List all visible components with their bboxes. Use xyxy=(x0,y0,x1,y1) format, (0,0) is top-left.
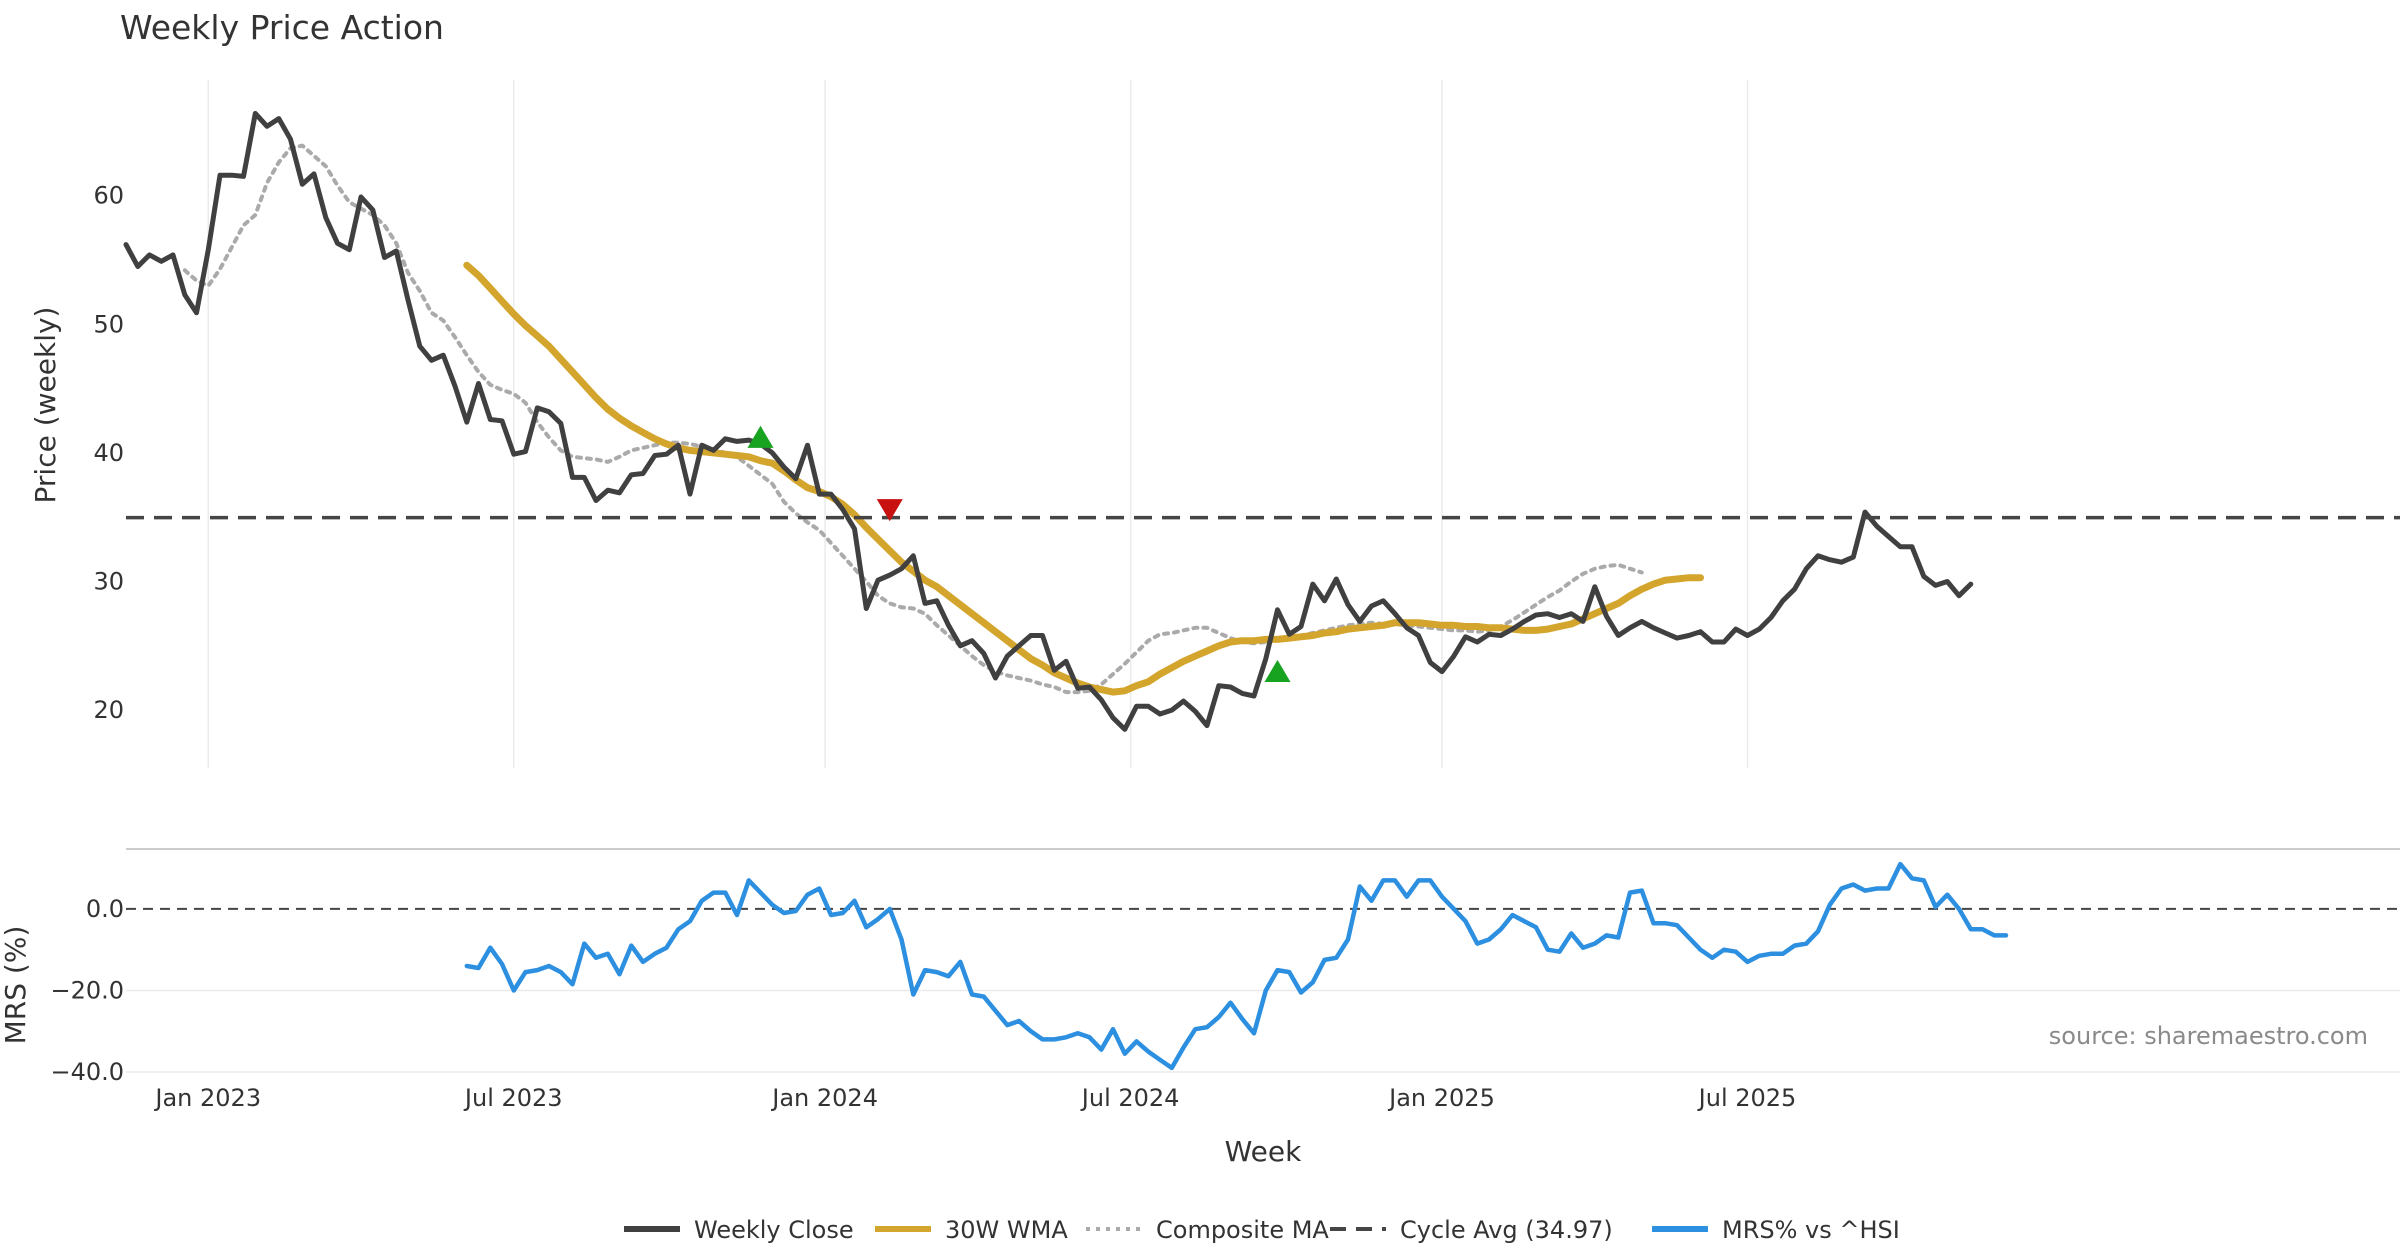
price-panel: 20 30 40 50 60 Price (weekly) xyxy=(29,80,2400,768)
legend-label: MRS% vs ^HSI xyxy=(1722,1216,1900,1244)
legend-item-weekly-close: Weekly Close xyxy=(624,1216,854,1244)
legend-item-30w-wma: 30W WMA xyxy=(875,1216,1068,1244)
mrs-y-tick-label: 0.0 xyxy=(86,895,124,923)
legend-item-mrs-vs-hsi: MRS% vs ^HSI xyxy=(1652,1216,1900,1244)
mrs-y-tick-label: −20.0 xyxy=(50,976,124,1004)
x-tick-label: Jul 2023 xyxy=(463,1084,563,1112)
mrs-gridlines xyxy=(126,907,2400,1073)
signal-markers xyxy=(747,425,1291,682)
mrs-y-axis-label: MRS (%) xyxy=(0,926,32,1045)
price-y-ticks: 20 30 40 50 60 xyxy=(93,182,124,724)
x-axis-label: Week xyxy=(1225,1135,1302,1168)
price-y-tick-label: 40 xyxy=(93,439,124,467)
price-y-tick-label: 30 xyxy=(93,568,124,596)
price-gridlines xyxy=(207,80,1749,768)
weekly-close-line xyxy=(123,110,1974,732)
x-tick-label: Jan 2023 xyxy=(153,1084,261,1112)
chart-title: Weekly Price Action xyxy=(120,8,444,47)
30w-wma-line xyxy=(463,261,1704,696)
price-y-tick-label: 20 xyxy=(93,696,124,724)
legend-label: Weekly Close xyxy=(694,1216,854,1244)
x-tick-label: Jul 2024 xyxy=(1080,1084,1180,1112)
mrs-y-ticks: 0.0 −20.0 −40.0 xyxy=(50,895,124,1086)
legend-item-composite-ma: Composite MA xyxy=(1086,1216,1329,1244)
legend-label: 30W WMA xyxy=(945,1216,1068,1244)
mrs-panel: 0.0 −20.0 −40.0 MRS (%) source: sharemaest… xyxy=(0,861,2400,1086)
legend: Weekly Close 30W WMA Composite MA Cycle Avg… xyxy=(624,1216,1900,1244)
buy-signal-marker xyxy=(1264,659,1291,682)
source-credit: source: sharemaestro.com xyxy=(2049,1022,2368,1050)
mrs-line xyxy=(464,861,2009,1071)
price-y-axis-label: Price (weekly) xyxy=(29,307,62,504)
price-y-tick-label: 60 xyxy=(93,182,124,210)
buy-signal-marker xyxy=(747,425,774,448)
mrs-series xyxy=(464,861,2009,1071)
price-series xyxy=(123,110,2400,732)
x-ticks: Jan 2023 Jul 2023 Jan 2024 Jul 2024 Jan 2025… xyxy=(153,1084,1796,1112)
sell-signal-marker xyxy=(876,499,903,522)
x-tick-label: Jul 2025 xyxy=(1697,1084,1797,1112)
mrs-y-tick-label: −40.0 xyxy=(50,1058,124,1086)
legend-label: Composite MA xyxy=(1156,1216,1329,1244)
legend-item-cycle-avg-34-97: Cycle Avg (34.97) xyxy=(1330,1216,1613,1244)
price-y-tick-label: 50 xyxy=(93,310,124,338)
x-tick-label: Jan 2024 xyxy=(770,1084,878,1112)
x-tick-label: Jan 2025 xyxy=(1387,1084,1495,1112)
legend-label: Cycle Avg (34.97) xyxy=(1400,1216,1613,1244)
